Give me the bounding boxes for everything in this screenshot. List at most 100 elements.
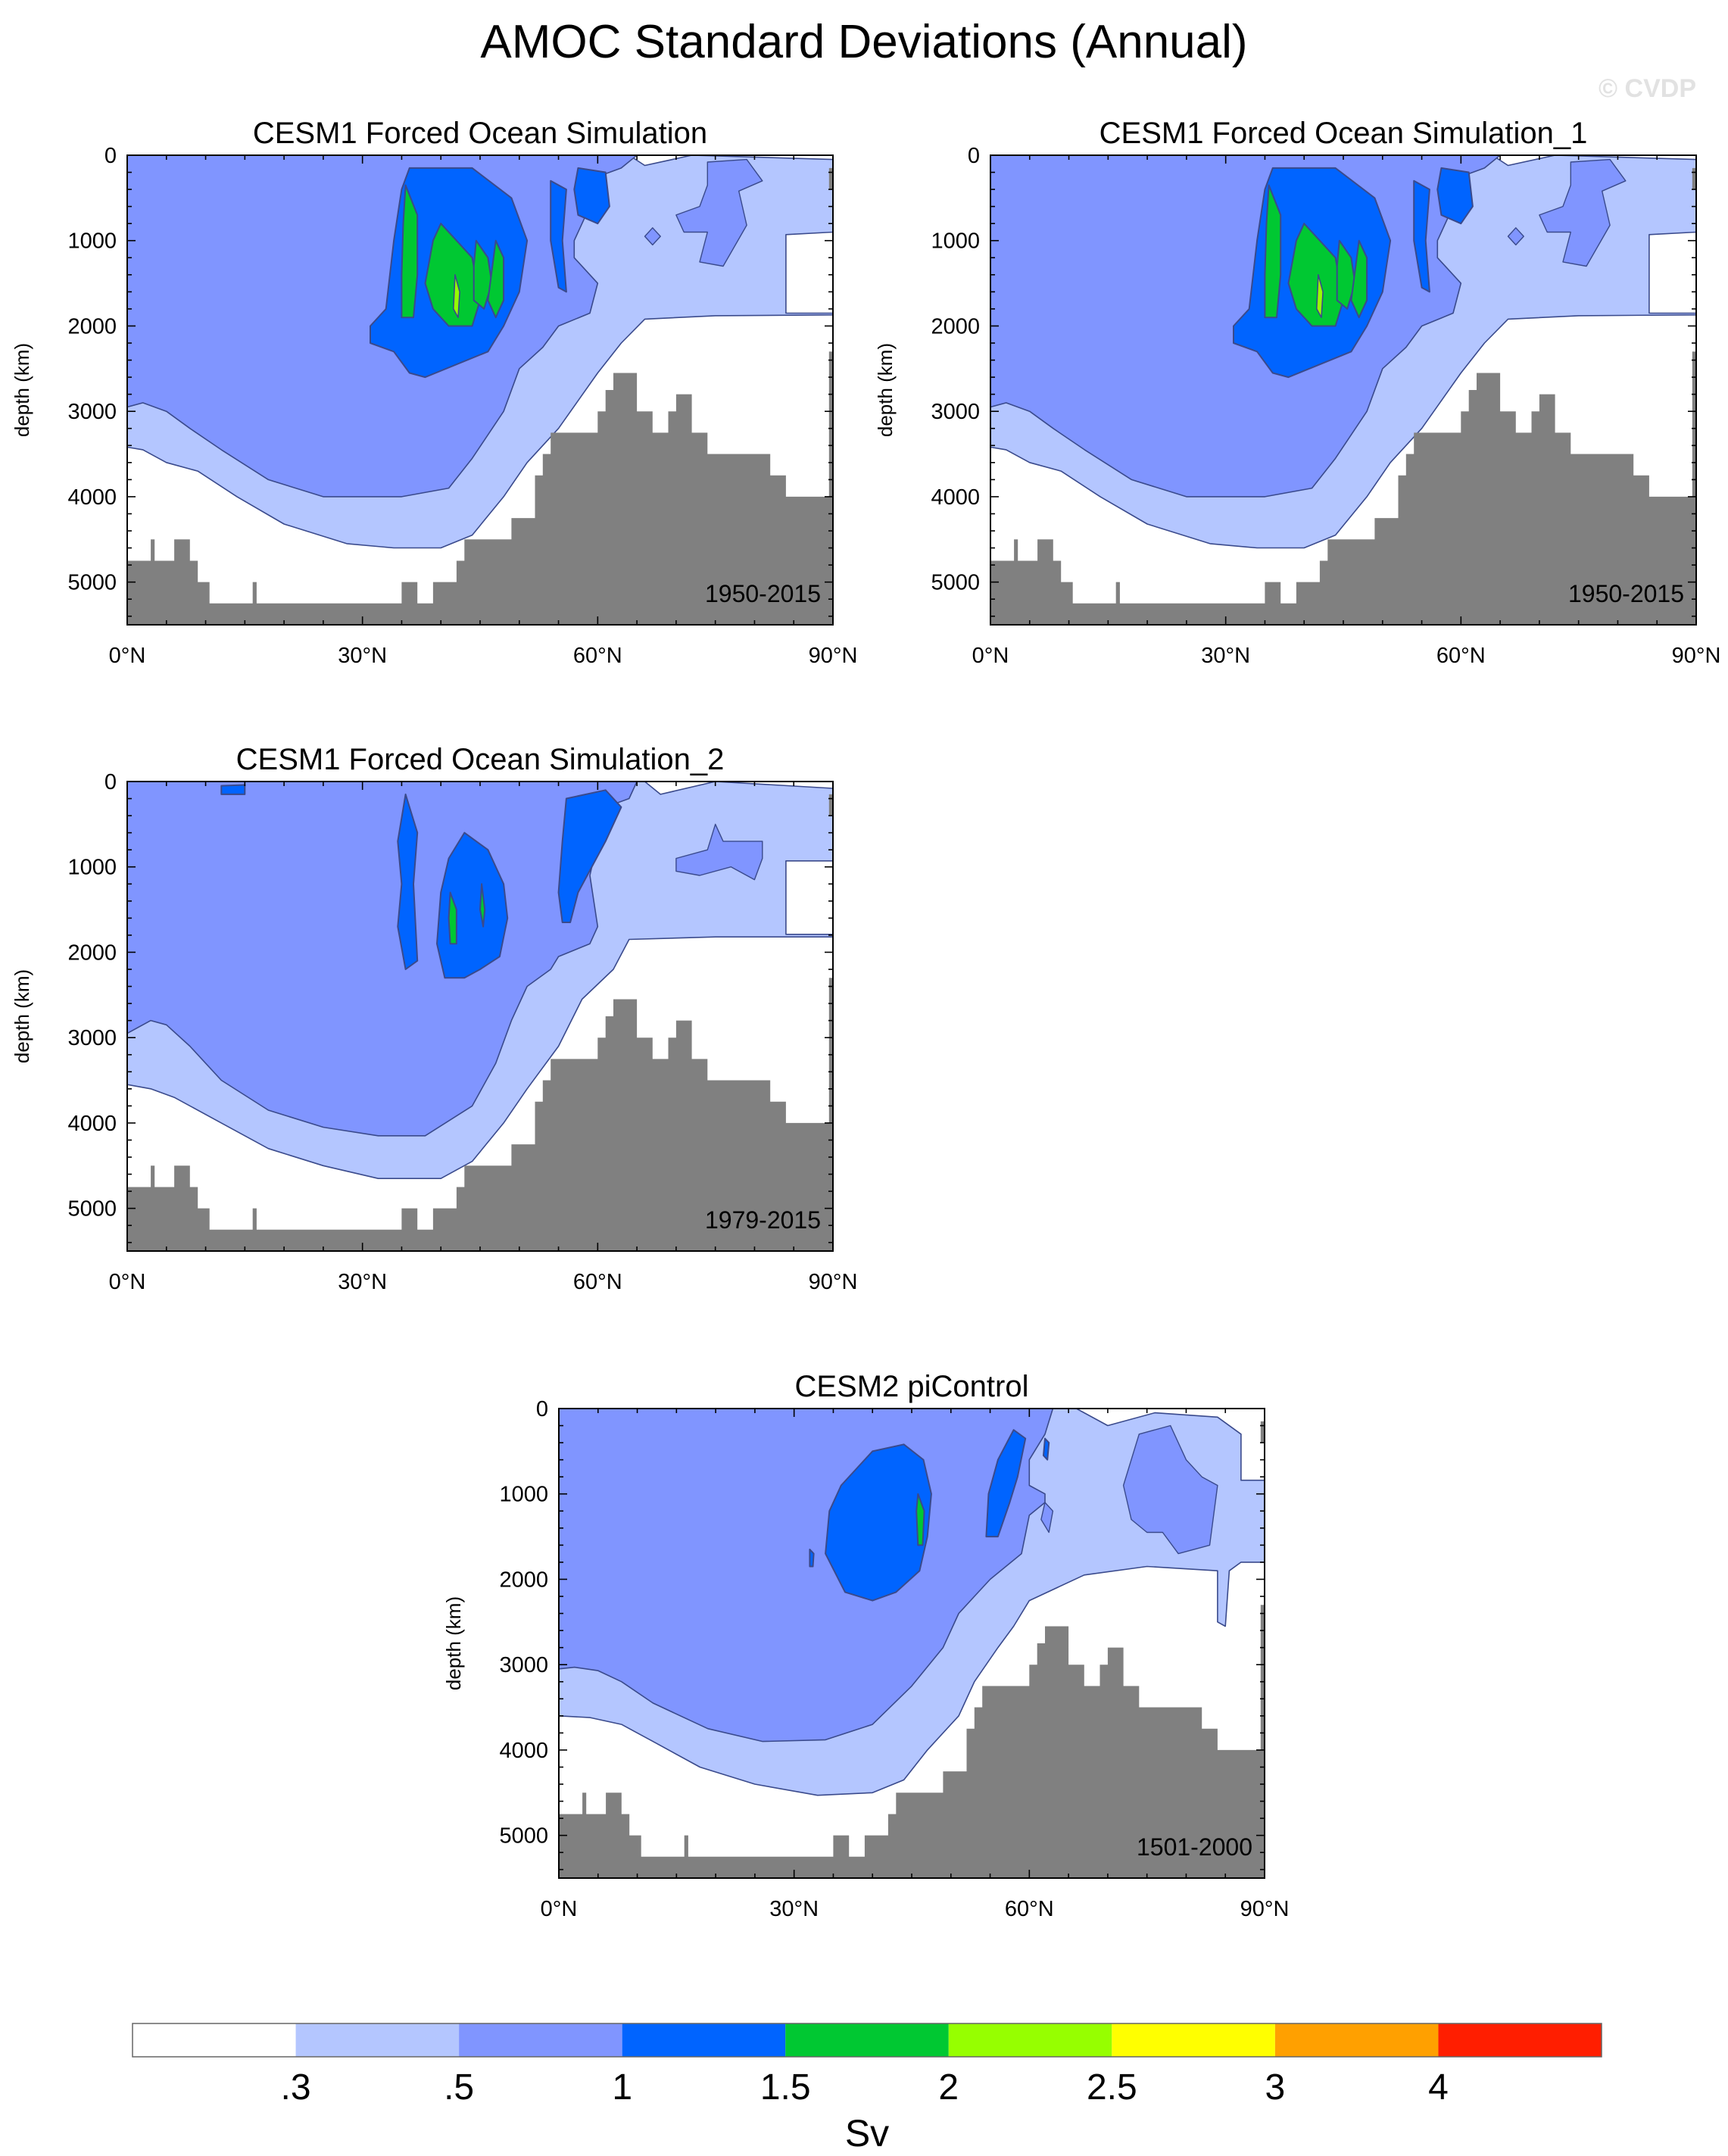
contour-level-1: [1043, 1437, 1050, 1461]
contour-level-05: [1122, 1424, 1218, 1555]
y-tick-label: 5000: [67, 1197, 117, 1222]
x-tick-label: 90°N: [1240, 1897, 1290, 1921]
x-tick-label: 30°N: [769, 1897, 819, 1921]
panels: 0 1000 2000 3000 4000 5000 0°N 30°N 60°N 90°N dept…: [11, 117, 1720, 1921]
bathymetry-land: [127, 999, 833, 1251]
contour-level-15: [424, 223, 481, 327]
x-tick-label: 30°N: [1201, 644, 1250, 668]
contour-level-15: [1264, 184, 1282, 319]
y-tick-label: 5000: [499, 1824, 548, 1849]
y-axis-label: depth (km): [874, 343, 897, 437]
x-tick-label: 0°N: [972, 644, 1009, 668]
colorbar-label: 1.5: [760, 2067, 811, 2108]
y-tick-label: 0: [968, 144, 980, 168]
y-tick-label: 2000: [931, 314, 980, 339]
colorbar-swatch: [1438, 2023, 1602, 2057]
contour-level-15: [1287, 223, 1344, 327]
colorbar-label: 4: [1428, 2067, 1449, 2108]
y-axis-label: depth (km): [442, 1596, 465, 1690]
y-tick-label: 4000: [499, 1739, 548, 1763]
y-tick-label: 5000: [67, 571, 117, 595]
contour-field: [559, 1409, 1265, 1878]
y-tick-label: 4000: [931, 485, 980, 510]
colorbar-units: Sv: [845, 2112, 889, 2154]
contour-level-15: [448, 891, 457, 945]
bathymetry-land: [559, 1626, 1265, 1878]
colorbar-label: .5: [444, 2067, 474, 2108]
contour-level-1: [397, 793, 419, 970]
contour-level-1: [809, 1549, 815, 1568]
colorbar-label: .3: [281, 2067, 311, 2108]
bathymetry-land: [828, 167, 833, 190]
bathymetry-land: [828, 351, 833, 497]
colorbar: .3 .5 1 1.5 2 2.5 3 4 Sv: [132, 2023, 1602, 2154]
period-label: 1950-2015: [1568, 580, 1684, 607]
bathymetry-land: [1260, 1421, 1265, 1443]
contour-level-1: [557, 789, 622, 923]
y-tick-label: 0: [104, 144, 117, 168]
y-tick-label: 2000: [67, 941, 117, 965]
colorbar-swatch: [1112, 2023, 1275, 2057]
contour-level-2: [1316, 273, 1324, 319]
x-tick-label: 60°N: [1005, 1897, 1054, 1921]
contour-level-15: [487, 239, 505, 319]
bathymetry-land: [828, 978, 833, 1123]
bathymetry-land: [990, 373, 1696, 625]
y-tick-label: 4000: [67, 1112, 117, 1136]
y-tick-label: 3000: [931, 400, 980, 424]
panel-title: CESM1 Forced Ocean Simulation: [253, 117, 707, 150]
period-label: 1979-2015: [705, 1206, 821, 1234]
axis-ticks: [126, 154, 834, 625]
contour-level-05: [675, 158, 763, 267]
panel-2: 0 1000 2000 3000 4000 5000 0°N 30°N 60°N 90°N dept…: [874, 117, 1720, 668]
panel-3: 0 1000 2000 3000 4000 5000 0°N 30°N 60°N 90°N dept…: [11, 743, 857, 1294]
y-tick-label: 2000: [67, 314, 117, 339]
contour-level-1: [985, 1429, 1027, 1538]
figure-title: AMOC Standard Deviations (Annual): [480, 16, 1247, 68]
panel-1: 0 1000 2000 3000 4000 5000 0°N 30°N 60°N 90°N dept…: [11, 117, 857, 668]
period-label: 1501-2000: [1137, 1833, 1252, 1861]
panel-title: CESM1 Forced Ocean Simulation_1: [1099, 117, 1588, 150]
bathymetry-land: [828, 794, 833, 816]
x-tick-label: 90°N: [809, 1270, 858, 1294]
x-tick-label: 90°N: [1672, 644, 1721, 668]
contour-level-15: [479, 883, 486, 928]
x-tick-label: 90°N: [809, 644, 858, 668]
contour-level-05: [1539, 158, 1627, 267]
bathymetry-land: [127, 373, 833, 625]
cvdp-watermark: © CVDP: [1599, 74, 1696, 103]
contour-level-05: [1507, 227, 1524, 246]
axis-ticks: [558, 1408, 1265, 1878]
y-tick-label: 3000: [67, 1026, 117, 1050]
contour-level-05: [1040, 1502, 1054, 1534]
y-tick-label: 0: [536, 1397, 548, 1421]
axis-ticks: [990, 154, 1697, 625]
x-tick-label: 60°N: [573, 1270, 622, 1294]
bathymetry-land: [1692, 351, 1696, 497]
contour-field: [990, 155, 1696, 625]
colorbar-label: 1: [612, 2067, 632, 2108]
colorbar-swatch: [459, 2023, 622, 2057]
x-tick-label: 60°N: [1436, 644, 1486, 668]
colorbar-swatch: [133, 2023, 296, 2057]
contour-level-1: [1436, 167, 1474, 225]
x-tick-label: 60°N: [573, 644, 622, 668]
y-tick-label: 1000: [931, 229, 980, 254]
y-tick-label: 2000: [499, 1568, 548, 1592]
panel-title: CESM1 Forced Ocean Simulation_2: [236, 743, 725, 776]
y-tick-label: 1000: [67, 856, 117, 880]
y-tick-label: 1000: [67, 229, 117, 254]
colorbar-swatch: [1274, 2023, 1439, 2057]
x-tick-label: 30°N: [338, 644, 387, 668]
colorbar-label: 2.5: [1087, 2067, 1137, 2108]
contour-level-1: [550, 179, 567, 293]
colorbar-label: 3: [1265, 2067, 1286, 2108]
contour-level-15: [401, 184, 419, 319]
contour-level-1: [220, 784, 246, 795]
x-tick-label: 0°N: [109, 644, 146, 668]
axis-ticks: [126, 781, 834, 1251]
contour-level-05: [675, 823, 763, 881]
contour-level-1: [825, 1443, 932, 1602]
colorbar-swatch: [785, 2023, 949, 2057]
y-tick-label: 5000: [931, 571, 980, 595]
